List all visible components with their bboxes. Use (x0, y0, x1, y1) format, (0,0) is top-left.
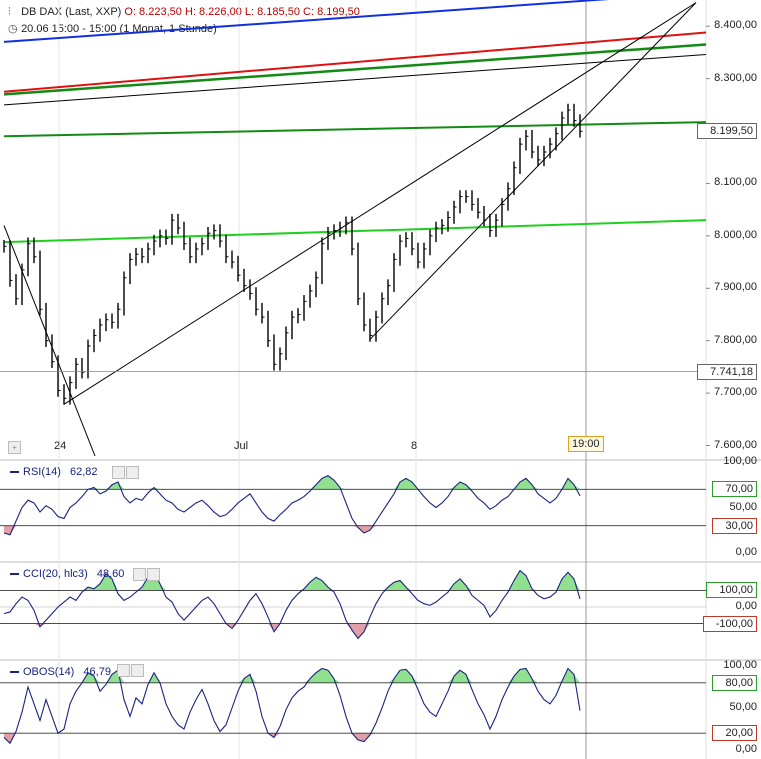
panel-settings-button[interactable] (126, 466, 139, 479)
indicator-axis-label: 0,00 (735, 600, 757, 612)
ohlc-open: O: 8.223,50 (124, 6, 182, 18)
indicator-last-value: 62,82 (66, 466, 98, 478)
indicator-name: OBOS(14) (23, 666, 75, 678)
trendline (3, 219, 707, 244)
trendline (3, 31, 707, 93)
panel-settings-button[interactable] (117, 664, 130, 677)
overbought-fill (4, 570, 580, 591)
support-trendline (63, 2, 697, 405)
indicator-name: CCI(20, hlc3) (23, 568, 88, 580)
time-axis-label: 8 (411, 440, 418, 452)
indicator-level-badge: -100,00 (702, 615, 757, 632)
trendline (3, 0, 610, 43)
oversold-fill (4, 623, 580, 639)
trendline (3, 43, 707, 96)
panel-settings-button[interactable] (133, 568, 146, 581)
falling-trendline (3, 225, 96, 457)
indicator-axis-label: 0,00 (735, 546, 757, 558)
overbought-fill (4, 475, 580, 490)
marker-level-badge: 7.741,18 (697, 363, 757, 380)
trendline (3, 121, 707, 138)
indicator-level-badge: 80,00 (712, 674, 757, 691)
indicator-axis-label: 50,00 (729, 701, 757, 713)
indicator-axis-label: 50,00 (729, 500, 757, 513)
panel-settings-button[interactable] (131, 664, 144, 677)
time-axis-label: Jul (234, 440, 249, 452)
chart-type-icon[interactable]: ⫶ (8, 6, 11, 18)
indicator-level-badge: 70,00 (712, 481, 757, 498)
indicator-axis-label: 100,00 (723, 659, 757, 671)
indicator-color-swatch (10, 573, 19, 576)
indicator-level-badge: 30,00 (712, 517, 757, 534)
chart-header-instrument: ⫶ DB DAX (Last, XXP) O: 8.223,50 H: 8.22… (8, 6, 360, 19)
oversold-fill (4, 525, 580, 535)
indicator-line (3, 475, 581, 536)
last-price-badge: 8.199,50 (697, 123, 757, 140)
indicator-line (3, 569, 581, 640)
add-panel-button[interactable]: + (8, 441, 21, 454)
rising-wedge-support (369, 2, 697, 340)
indicator-level-badge: 100,00 (706, 582, 757, 599)
ohlc-high: H: 8.226,00 (184, 6, 242, 18)
time-axis-label: 24 (54, 440, 67, 452)
price-axis-label: 8.100,00 (714, 176, 757, 189)
indicator-name: RSI(14) (23, 466, 61, 478)
indicator-title[interactable]: OBOS(14) 46,79 (10, 666, 111, 678)
period-text: 20.06 15:00 - 15:00 (1 Monat, 1 Stunde) (21, 23, 217, 35)
trendline (3, 54, 707, 106)
indicator-axis-label: 100,00 (723, 455, 757, 467)
indicator-last-value: 46,79 (80, 666, 111, 678)
indicator-axis-label: 0,00 (735, 743, 757, 755)
time-cursor-badge: 19:00 (568, 436, 604, 452)
indicator-color-swatch (10, 671, 19, 674)
indicator-last-value: 48,60 (93, 568, 125, 580)
price-axis-label: 7.700,00 (714, 386, 757, 399)
instrument-name: DB DAX (Last, XXP) (21, 6, 122, 18)
price-axis-label: 7.900,00 (714, 281, 757, 294)
price-axis-label: 7.600,00 (714, 438, 757, 451)
indicator-color-swatch (10, 471, 19, 474)
chart-header-period: ◷ 20.06 15:00 - 15:00 (1 Monat, 1 Stunde… (8, 22, 217, 35)
price-axis-label: 8.400,00 (714, 19, 757, 32)
panel-settings-button[interactable] (147, 568, 160, 581)
indicator-title[interactable]: CCI(20, hlc3) 48,60 (10, 568, 124, 580)
ohlc-low: L: 8.185,50 (244, 6, 300, 18)
price-axis-label: 8.000,00 (714, 228, 757, 241)
indicator-title[interactable]: RSI(14) 62,82 (10, 466, 98, 478)
price-axis-label: 7.800,00 (714, 333, 757, 346)
oversold-fill (4, 733, 580, 744)
indicator-level-badge: 20,00 (712, 725, 757, 742)
price-axis-label: 8.300,00 (714, 71, 757, 84)
panel-settings-button[interactable] (112, 466, 125, 479)
indicator-line (3, 667, 581, 745)
clock-icon: ◷ (8, 23, 18, 35)
ohlc-close: C: 8.199,50 (303, 6, 360, 18)
